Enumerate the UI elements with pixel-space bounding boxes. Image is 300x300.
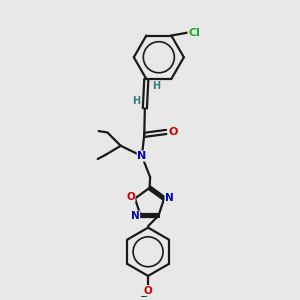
Text: O: O <box>168 127 178 137</box>
Text: O: O <box>126 192 135 202</box>
Text: N: N <box>165 193 174 203</box>
Text: O: O <box>144 286 152 296</box>
Text: Cl: Cl <box>188 28 200 38</box>
Text: H: H <box>133 96 141 106</box>
Text: H: H <box>152 81 160 91</box>
Text: N: N <box>131 211 140 221</box>
Text: N: N <box>137 151 146 161</box>
